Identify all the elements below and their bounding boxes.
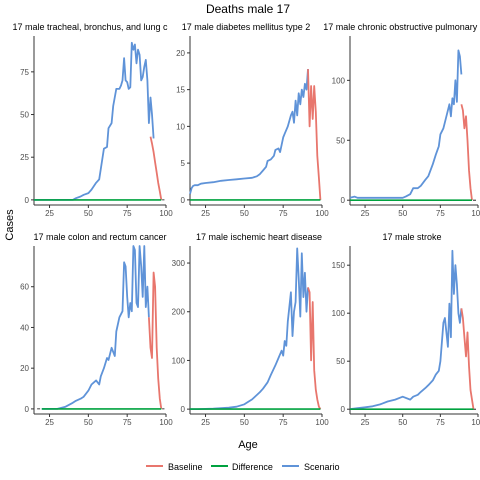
y-tick-label: 150 [332,261,346,270]
legend-label-scenario: Scenario [304,462,340,472]
x-tick-label: 25 [201,418,210,427]
x-tick-label: 100 [471,418,480,427]
legend: Baseline Difference Scenario [146,462,340,472]
y-tick-label: 0 [25,196,30,205]
y-tick-label: 20 [176,49,185,58]
y-tick-label: 0 [181,405,186,414]
y-tick-label: 0 [341,196,346,205]
panel-title: 17 male ischemic heart disease [196,232,322,242]
y-tick-label: 40 [20,323,29,332]
y-tick-label: 0 [25,405,30,414]
x-tick-label: 50 [240,418,249,427]
legend-label-baseline: Baseline [168,462,203,472]
y-tick-label: 100 [332,309,346,318]
y-tick-label: 75 [20,68,29,77]
y-tick-label: 60 [20,283,29,292]
y-tick-label: 0 [341,405,346,414]
panel-title: 17 male stroke [382,232,441,242]
x-tick-label: 50 [398,209,407,218]
x-tick-label: 75 [123,418,132,427]
panel-title: 17 male diabetes mellitus type 2 [182,22,311,32]
x-tick-label: 75 [279,209,288,218]
y-tick-label: 25 [20,153,29,162]
x-tick-label: 75 [123,209,132,218]
y-axis-label: Cases [4,209,16,241]
x-tick-label: 25 [361,418,370,427]
x-tick-label: 25 [45,418,54,427]
y-tick-label: 5 [181,159,186,168]
chart-title: Deaths male 17 [206,2,290,16]
panel-title: 17 male chronic obstructive pulmonary d [323,22,480,32]
x-tick-label: 100 [315,209,329,218]
x-axis-label: Age [238,439,258,451]
x-tick-label: 50 [84,418,93,427]
x-tick-label: 50 [240,209,249,218]
y-tick-label: 100 [332,76,346,85]
panel-title: 17 male colon and rectum cancer [33,232,166,242]
x-tick-label: 75 [436,209,445,218]
y-tick-label: 10 [176,122,185,131]
y-tick-label: 50 [20,111,29,120]
x-tick-label: 25 [361,209,370,218]
x-tick-label: 25 [201,209,210,218]
x-tick-label: 75 [436,418,445,427]
x-tick-label: 50 [398,418,407,427]
legend-label-difference: Difference [232,462,273,472]
y-tick-label: 50 [336,136,345,145]
x-tick-label: 100 [315,418,329,427]
x-tick-label: 25 [45,209,54,218]
y-tick-label: 50 [336,357,345,366]
y-tick-label: 200 [172,308,186,317]
x-tick-label: 100 [159,209,173,218]
x-tick-label: 50 [84,209,93,218]
y-tick-label: 20 [20,364,29,373]
y-tick-label: 0 [181,196,186,205]
x-tick-label: 75 [279,418,288,427]
y-tick-label: 100 [172,356,186,365]
x-tick-label: 100 [471,209,480,218]
panel-title: 17 male tracheal, bronchus, and lung c [12,22,168,32]
x-tick-label: 100 [159,418,173,427]
y-tick-label: 15 [176,86,185,95]
y-tick-label: 300 [172,259,186,268]
